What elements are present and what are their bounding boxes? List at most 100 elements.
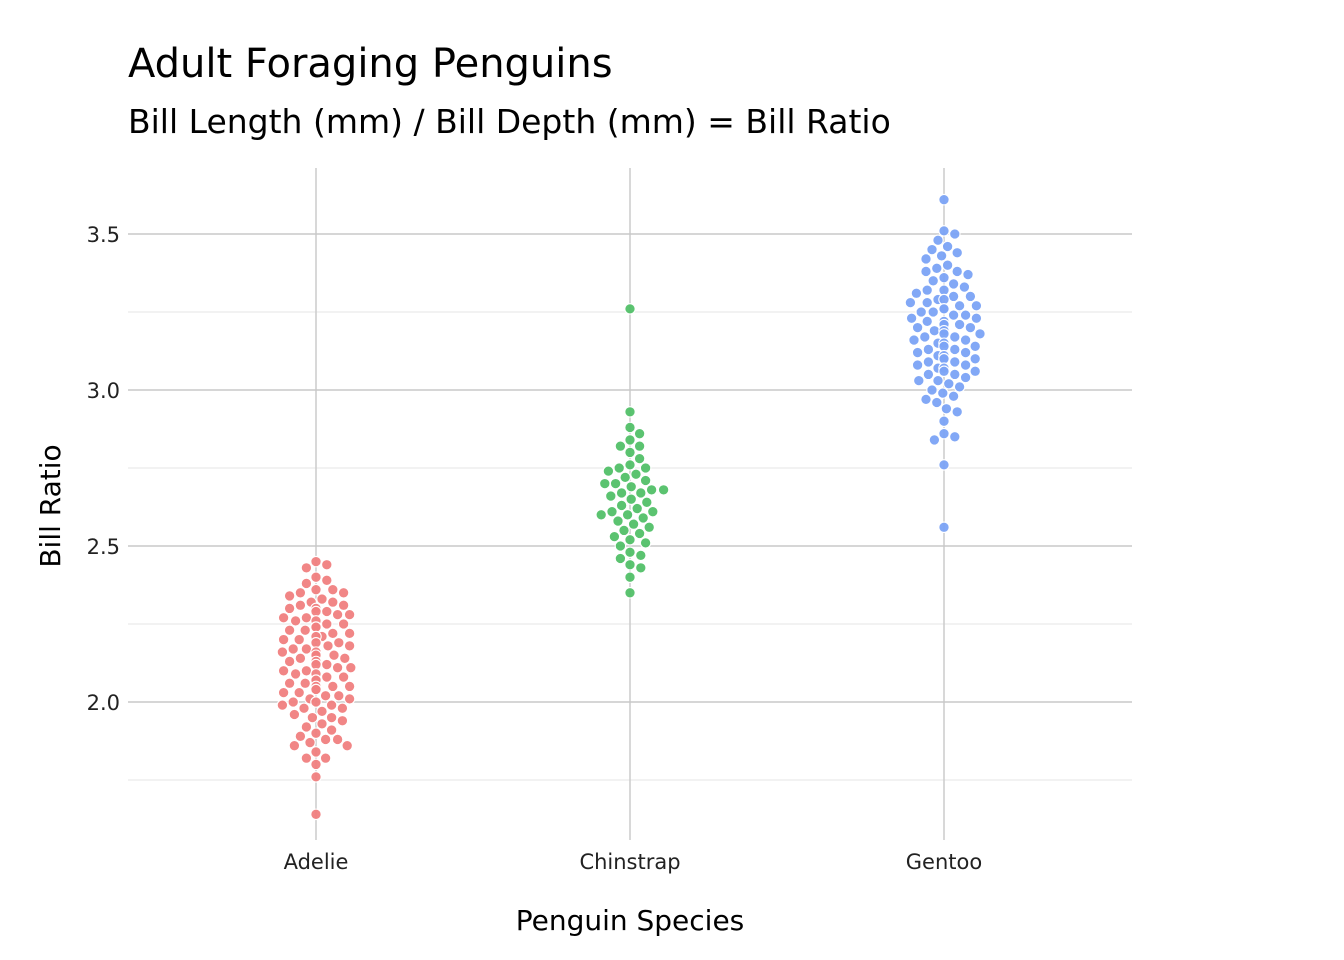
data-point-adelie	[341, 739, 353, 752]
data-point-gentoo	[951, 406, 963, 418]
data-point-gentoo	[959, 334, 972, 346]
data-point-chinstrap	[637, 512, 649, 524]
data-point-gentoo	[953, 381, 966, 393]
data-point-adelie	[321, 605, 333, 618]
data-point-gentoo	[928, 434, 941, 446]
data-point-gentoo	[920, 265, 932, 278]
data-point-chinstrap	[639, 462, 652, 474]
data-point-gentoo	[938, 415, 950, 427]
data-point-gentoo	[959, 309, 972, 321]
data-point-adelie	[294, 599, 307, 612]
data-point-gentoo	[947, 290, 960, 303]
data-point-chinstrap	[630, 468, 642, 480]
data-point-adelie	[336, 714, 349, 727]
data-point-adelie	[321, 618, 333, 630]
data-point-gentoo	[921, 315, 933, 328]
y-tick-labels: 2.0 2.5 3.0 3.5	[87, 223, 120, 715]
data-point-adelie	[327, 680, 339, 693]
y-tick-label: 3.5	[87, 223, 120, 247]
data-point-gentoo	[920, 393, 932, 406]
data-point-chinstrap	[614, 552, 627, 565]
data-point-adelie	[283, 624, 296, 636]
data-point-gentoo	[938, 303, 950, 315]
data-point-gentoo	[908, 334, 920, 346]
y-axis-title: Bill Ratio	[34, 444, 67, 567]
data-point-gentoo	[913, 374, 925, 387]
data-point-chinstrap	[624, 406, 636, 418]
data-point-gentoo	[938, 521, 950, 534]
data-point-gentoo	[970, 300, 983, 312]
data-point-gentoo	[938, 459, 950, 471]
data-point-chinstrap	[624, 434, 636, 446]
data-point-adelie	[321, 574, 333, 587]
data-point-gentoo	[959, 371, 972, 384]
data-point-gentoo	[922, 343, 935, 356]
data-point-chinstrap	[627, 518, 640, 530]
data-point-chinstrap	[645, 484, 658, 496]
data-point-adelie	[293, 686, 305, 699]
data-point-chinstrap	[624, 303, 636, 315]
data-point-chinstrap	[624, 421, 636, 434]
data-point-adelie	[327, 583, 339, 596]
data-point-chinstrap	[633, 440, 646, 452]
data-point-gentoo	[937, 387, 949, 399]
data-point-gentoo	[969, 340, 981, 353]
data-point-adelie	[277, 686, 290, 699]
data-point-adelie	[277, 633, 290, 646]
data-point-adelie	[277, 665, 290, 677]
data-point-adelie	[327, 627, 339, 640]
data-point-gentoo	[949, 228, 961, 240]
data-point-adelie	[300, 612, 313, 624]
data-point-gentoo	[938, 193, 950, 206]
data-point-chinstrap	[639, 537, 652, 549]
data-point-gentoo	[943, 378, 955, 390]
data-point-chinstrap	[625, 493, 637, 505]
data-point-gentoo	[949, 431, 961, 443]
data-point-adelie	[337, 618, 350, 630]
data-point-adelie	[333, 690, 345, 702]
data-point-adelie	[310, 683, 322, 696]
data-point-adelie	[337, 587, 350, 599]
data-point-gentoo	[949, 343, 961, 356]
data-point-adelie	[343, 608, 356, 621]
data-point-gentoo	[953, 300, 966, 312]
data-point-gentoo	[958, 281, 971, 293]
data-point-adelie	[316, 705, 328, 718]
data-point-chinstrap	[624, 558, 636, 571]
data-point-chinstrap	[635, 549, 647, 562]
data-point-adelie	[331, 608, 344, 621]
data-point-adelie	[300, 562, 313, 574]
data-point-adelie	[287, 643, 299, 655]
data-point-adelie	[319, 733, 332, 746]
data-point-chinstrap	[595, 509, 607, 521]
data-point-gentoo	[926, 384, 938, 396]
data-point-gentoo	[962, 268, 974, 281]
data-point-gentoo	[911, 359, 924, 371]
data-point-gentoo	[922, 356, 935, 368]
data-point-adelie	[310, 808, 322, 821]
data-point-chinstrap	[635, 487, 647, 499]
data-point-adelie	[289, 615, 302, 627]
data-point-gentoo	[951, 265, 963, 278]
data-point-adelie	[283, 590, 296, 602]
data-point-gentoo	[974, 328, 986, 340]
data-point-chinstrap	[633, 452, 646, 465]
y-tick-label: 2.0	[87, 691, 120, 715]
x-tick-labels: Adelie Chinstrap Gentoo	[284, 850, 983, 874]
data-point-chinstrap	[641, 496, 653, 509]
data-point-gentoo	[970, 312, 983, 324]
data-point-gentoo	[964, 290, 977, 303]
data-point-adelie	[288, 708, 301, 721]
data-point-adelie	[294, 652, 307, 665]
data-point-chinstrap	[614, 440, 627, 452]
data-point-adelie	[337, 599, 350, 612]
data-point-gentoo	[932, 374, 944, 387]
data-point-adelie	[345, 661, 357, 674]
data-point-adelie	[321, 658, 333, 671]
data-point-adelie	[276, 646, 289, 658]
data-point-gentoo	[949, 356, 961, 368]
x-tick-label: Adelie	[284, 850, 349, 874]
x-axis-title: Penguin Species	[516, 904, 745, 937]
data-point-gentoo	[959, 346, 972, 359]
